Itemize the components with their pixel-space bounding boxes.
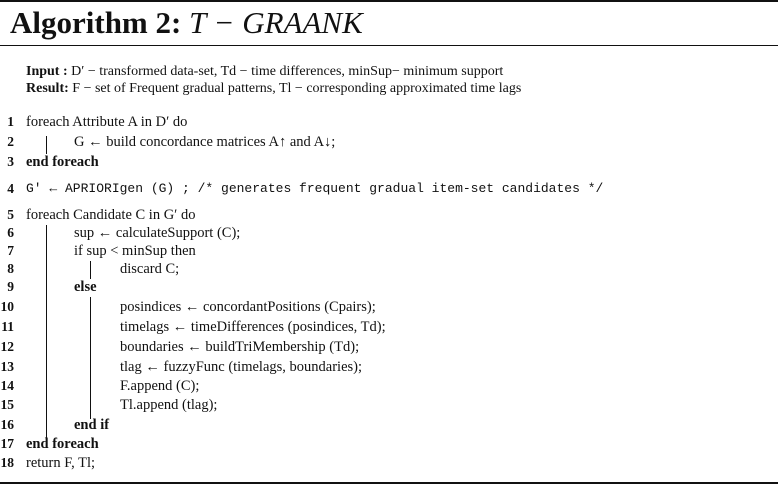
result-line: Result: F − set of Frequent gradual patt… [26,80,521,98]
line-text-18: return F, Tl; [26,455,96,471]
line-text-1: foreach Attribute A in D′ do [26,114,188,130]
line-number-14: 14 [0,378,15,393]
line-number-5: 5 [7,207,14,222]
line-number-18: 18 [0,455,15,470]
top-rule [0,0,778,2]
algorithm-label: Algorithm 2: [10,5,182,40]
line-text-4: G′ ← APRIORIgen (G) ; /* generates frequ… [26,181,604,196]
block-bar-else [90,297,91,419]
algorithm-title: Algorithm 2: T − GRAANK [10,4,363,42]
line-number-9: 9 [7,279,14,294]
line-text-7: if sup < minSup then [74,243,196,259]
line-text-8: discard C; [120,261,180,277]
block-bar-foreach2 [46,225,47,441]
line-text-16: end if [74,417,110,433]
line-text-3: end foreach [26,154,99,170]
line-text-2: G ← build concordance matrices A↑ and A↓… [74,134,336,150]
line-number-2: 2 [7,134,14,149]
line-text-15: Tl.append (tlag); [120,397,218,413]
line-text-12: boundaries ← buildTriMembership (Td); [120,339,360,355]
line-number-1: 1 [7,114,14,129]
line-number-17: 17 [0,436,15,451]
input-line: Input : D′ − transformed data-set, Td − … [26,63,503,81]
line-text-11: timelags ← timeDifferences (posindices, … [120,319,386,335]
result-text: F − set of Frequent gradual patterns, Tl… [72,81,522,96]
line-number-12: 12 [0,339,15,354]
input-label: Input : [26,64,68,79]
line-text-9: else [74,279,97,295]
block-bar-if [90,261,91,279]
bottom-rule [0,482,778,484]
line-number-13: 13 [0,359,15,374]
input-text: D′ − transformed data-set, Td − time dif… [71,64,504,79]
line-number-7: 7 [7,243,14,258]
line-text-10: posindices ← concordantPositions (Cpairs… [120,299,376,315]
line-text-6: sup ← calculateSupport (C); [74,225,241,241]
algorithm-name: T − GRAANK [189,5,363,40]
block-bar-foreach1 [46,136,47,154]
line-number-15: 15 [0,397,15,412]
line-text-13: tlag ← fuzzyFunc (timelags, boundaries); [120,359,363,375]
result-label: Result: [26,81,69,96]
line-text-17: end foreach [26,436,99,452]
line-number-11: 11 [1,319,14,334]
line-number-4: 4 [7,181,14,196]
line-number-3: 3 [7,154,14,169]
title-rule [0,45,778,46]
line-text-14: F.append (C); [120,378,200,394]
line-number-16: 16 [0,417,15,432]
line-number-10: 10 [0,299,15,314]
line-number-8: 8 [7,261,14,276]
line-text-5: foreach Candidate C in G′ do [26,207,196,223]
line-number-6: 6 [7,225,14,240]
